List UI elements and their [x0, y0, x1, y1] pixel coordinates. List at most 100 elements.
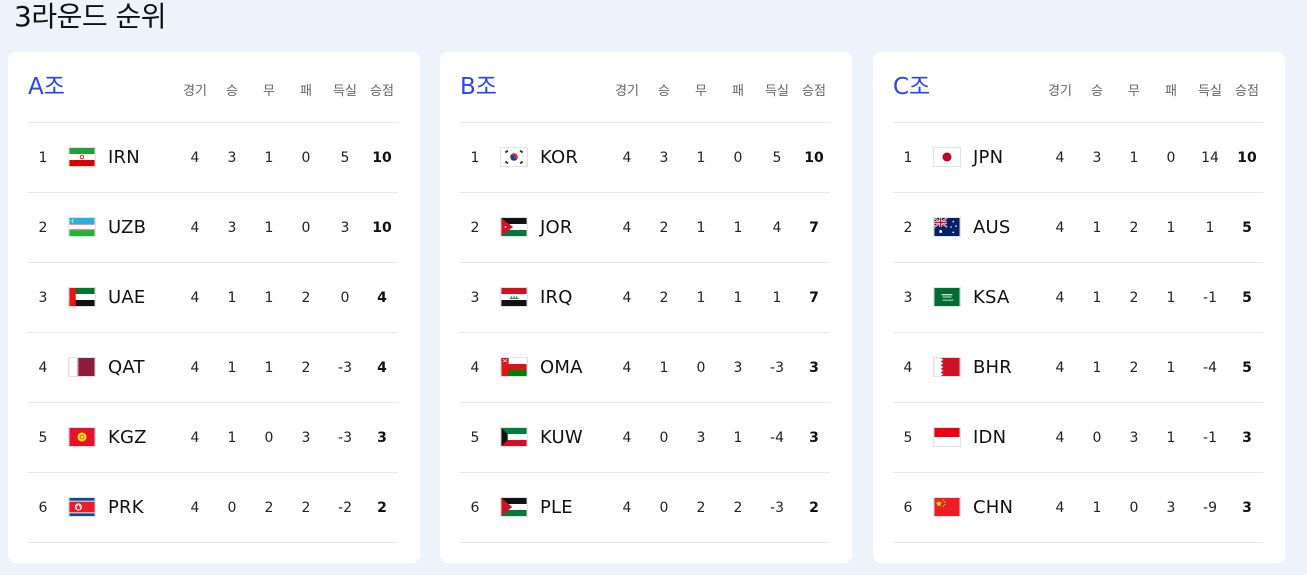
group-header: B조 경기 승 무 패 득실 승점	[460, 52, 830, 123]
column-header-won: 승	[1091, 84, 1103, 99]
cell-played: 4	[622, 290, 632, 306]
cell-lost: 0	[301, 150, 311, 166]
cell-pts: 4	[377, 360, 387, 376]
cell-lost: 3	[1166, 500, 1176, 516]
team-name[interactable]: OMA	[540, 357, 583, 378]
table-row[interactable]: 2 JOR 4 2 1 1 4 7	[460, 193, 830, 263]
indonesia-flag-icon	[933, 427, 961, 447]
cell-pts: 5	[1242, 220, 1252, 236]
cell-drawn: 1	[1129, 150, 1139, 166]
table-row[interactable]: 6 PLE 4 0 2 2 -3 2	[460, 473, 830, 543]
table-row[interactable]: 4 QAT 4 1 1 2 -3 4	[28, 333, 398, 403]
cell-lost: 0	[1166, 150, 1176, 166]
cell-won: 3	[659, 150, 669, 166]
cell-drawn: 2	[1129, 290, 1139, 306]
group-header: C조 경기 승 무 패 득실 승점	[893, 52, 1263, 123]
cell-drawn: 1	[696, 220, 706, 236]
column-header-won: 승	[658, 84, 670, 99]
cell-won: 0	[227, 500, 237, 516]
cell-played: 4	[190, 150, 200, 166]
column-header-played: 경기	[615, 84, 639, 99]
cell-played: 4	[1055, 290, 1065, 306]
cell-gd: -4	[1203, 360, 1217, 376]
rank: 3	[903, 290, 913, 306]
team-name[interactable]: PLE	[540, 497, 573, 518]
cell-gd: -3	[770, 360, 784, 376]
column-header-pts: 승점	[802, 84, 826, 99]
table-row[interactable]: 1 KOR 4 3 1 0 5 10	[460, 123, 830, 193]
cell-played: 4	[1055, 150, 1065, 166]
column-header-played: 경기	[183, 84, 207, 99]
table-row[interactable]: 5 KUW 4 0 3 1 -4 3	[460, 403, 830, 473]
group-name: B조	[460, 74, 497, 100]
cell-lost: 1	[733, 220, 743, 236]
cell-won: 2	[659, 290, 669, 306]
table-row[interactable]: 1 JPN 4 3 1 0 14 10	[893, 123, 1263, 193]
cell-won: 0	[1092, 430, 1102, 446]
cell-gd: -3	[338, 430, 352, 446]
team-name[interactable]: JPN	[973, 147, 1004, 168]
table-row[interactable]: 5 KGZ 4 1 0 3 -3 3	[28, 403, 398, 473]
cell-gd: -3	[770, 500, 784, 516]
column-header-gd: 득실	[1198, 84, 1222, 99]
team-name[interactable]: IDN	[973, 427, 1007, 448]
table-row[interactable]: 4 BHR 4 1 2 1 -4 5	[893, 333, 1263, 403]
cell-played: 4	[622, 150, 632, 166]
table-row[interactable]: 6 CHN 4 1 0 3 -9 3	[893, 473, 1263, 543]
bahrain-flag-icon	[933, 357, 961, 377]
team-name[interactable]: IRQ	[540, 287, 573, 308]
table-row[interactable]: 5 IDN 4 0 3 1 -1 3	[893, 403, 1263, 473]
column-header-pts: 승점	[1235, 84, 1259, 99]
team-name[interactable]: AUS	[973, 217, 1011, 238]
team-name[interactable]: KUW	[540, 427, 583, 448]
palestine-flag-icon	[500, 497, 528, 517]
rank: 5	[470, 430, 480, 446]
group-name: C조	[893, 74, 931, 100]
rank: 4	[470, 360, 480, 376]
team-name[interactable]: UAE	[108, 287, 146, 308]
team-name[interactable]: JOR	[540, 217, 573, 238]
column-header-played: 경기	[1048, 84, 1072, 99]
cell-lost: 2	[301, 290, 311, 306]
team-name[interactable]: IRN	[108, 147, 140, 168]
team-name[interactable]: PRK	[108, 497, 144, 518]
group-standings: A조 경기 승 무 패 득실 승점 1 IRN 4 3 1 0 5 10 2 UZB 4 3 1 0 3 10 3 UAE 4 1 1…	[8, 52, 1300, 564]
rank: 3	[470, 290, 480, 306]
cell-lost: 3	[733, 360, 743, 376]
iran-flag-icon	[68, 147, 96, 167]
team-name[interactable]: KSA	[973, 287, 1010, 308]
cell-won: 1	[659, 360, 669, 376]
qatar-flag-icon	[68, 357, 96, 377]
team-name[interactable]: KOR	[540, 147, 579, 168]
table-row[interactable]: 4 OMA 4 1 0 3 -3 3	[460, 333, 830, 403]
team-name[interactable]: CHN	[973, 497, 1014, 518]
table-row[interactable]: 3 UAE 4 1 1 2 0 4	[28, 263, 398, 333]
cell-played: 4	[1055, 430, 1065, 446]
saudi-arabia-flag-icon	[933, 287, 961, 307]
cell-drawn: 1	[696, 150, 706, 166]
table-row[interactable]: 6 PRK 4 0 2 2 -2 2	[28, 473, 398, 543]
table-row[interactable]: 3 IRQ 4 2 1 1 1 7	[460, 263, 830, 333]
cell-pts: 5	[1242, 290, 1252, 306]
team-name[interactable]: KGZ	[108, 427, 147, 448]
cell-pts: 2	[377, 500, 387, 516]
cell-gd: 0	[340, 290, 350, 306]
cell-gd: -4	[770, 430, 784, 446]
korea-flag-icon	[500, 147, 528, 167]
team-name[interactable]: BHR	[973, 357, 1012, 378]
table-row[interactable]: 2 UZB 4 3 1 0 3 10	[28, 193, 398, 263]
team-name[interactable]: UZB	[108, 217, 147, 238]
cell-lost: 0	[733, 150, 743, 166]
cell-drawn: 1	[264, 150, 274, 166]
table-row[interactable]: 2 AUS 4 1 2 1 1 5	[893, 193, 1263, 263]
cell-drawn: 1	[264, 220, 274, 236]
column-header-lost: 패	[300, 84, 312, 99]
cell-gd: 1	[772, 290, 782, 306]
table-row[interactable]: 3 KSA 4 1 2 1 -1 5	[893, 263, 1263, 333]
team-name[interactable]: QAT	[108, 357, 145, 378]
table-row[interactable]: 1 IRN 4 3 1 0 5 10	[28, 123, 398, 193]
cell-gd: 1	[1205, 220, 1215, 236]
cell-gd: 5	[772, 150, 782, 166]
iraq-flag-icon	[500, 287, 528, 307]
cell-won: 3	[227, 220, 237, 236]
